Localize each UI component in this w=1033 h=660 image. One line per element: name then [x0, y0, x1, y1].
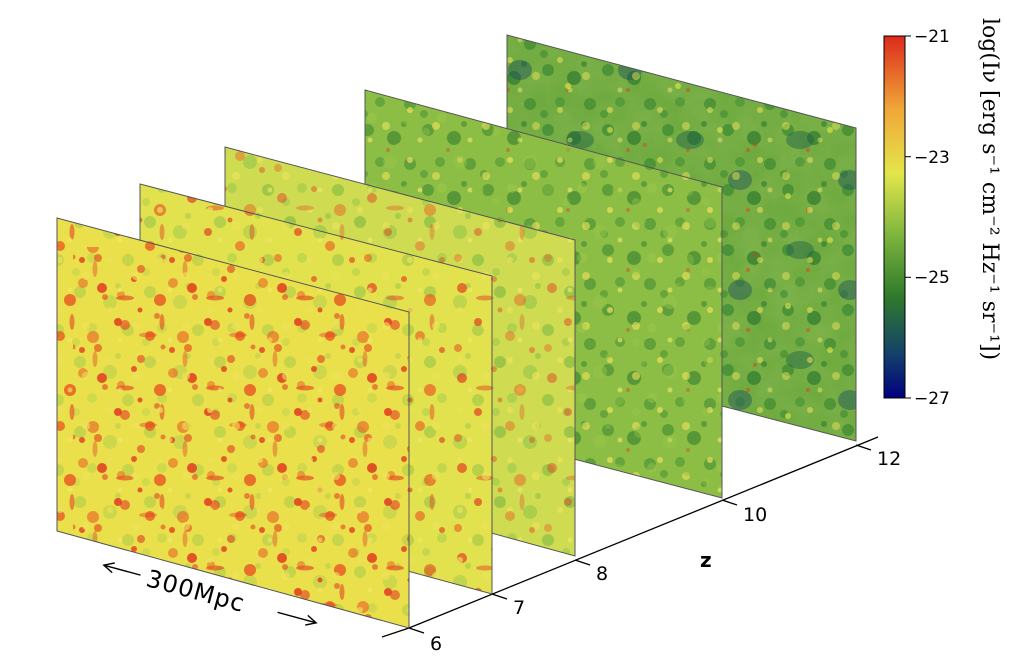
tick-7: [491, 593, 508, 600]
tick-12: [855, 444, 872, 451]
colorbar-tick-label: −25: [914, 268, 950, 288]
z-axis-line: [408, 436, 879, 629]
colorbar-tick-label: −23: [914, 148, 950, 168]
tick-label-7: 7: [513, 597, 525, 619]
colorbar-tick-label: −27: [914, 389, 950, 409]
tick-label-8: 8: [596, 563, 608, 585]
tick-10: [721, 499, 738, 506]
tick-6: [408, 627, 425, 634]
colorbar-label: log(Iν [erg s⁻¹ cm⁻² Hz⁻¹ sr⁻¹]): [977, 18, 1002, 360]
tick-label-10: 10: [743, 504, 767, 526]
arrow-left-icon: [102, 562, 115, 574]
tick-label-12: 12: [877, 448, 901, 470]
z-axis: [381, 436, 879, 638]
colorbar: −21 −23 −25 −27 log(Iν [erg s⁻¹ cm⁻² Hz⁻…: [883, 18, 1002, 409]
arrow-right-icon: [305, 614, 318, 626]
colorbar-gradient: [883, 35, 906, 399]
z-axis-label: z: [700, 548, 712, 572]
colorbar-tick-label: −21: [914, 27, 950, 47]
tick-label-6: 6: [430, 633, 442, 655]
z-axis-ticks: 6 7 8 10 12 z: [408, 444, 901, 655]
tick-8: [574, 559, 591, 566]
